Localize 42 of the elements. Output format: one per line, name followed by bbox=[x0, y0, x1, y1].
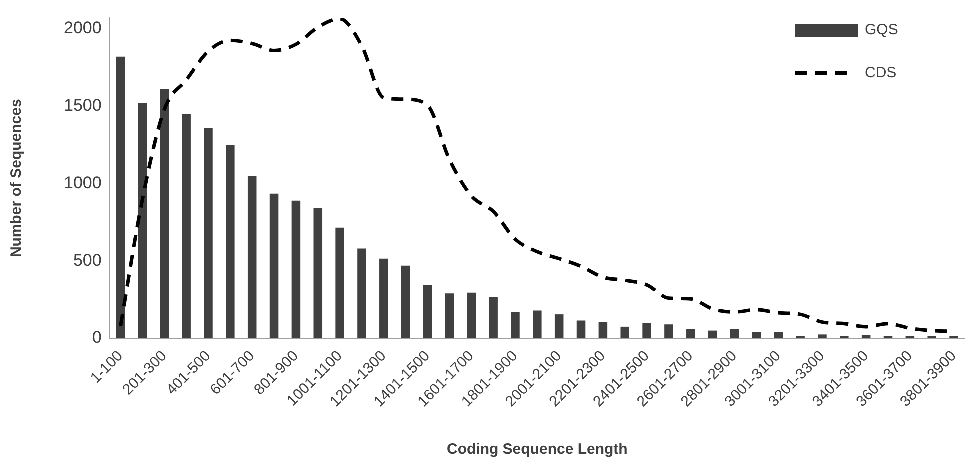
y-axis-title: Number of Sequences bbox=[8, 99, 26, 258]
bar bbox=[511, 312, 520, 338]
bar bbox=[358, 248, 366, 338]
bar bbox=[533, 310, 542, 338]
bar bbox=[380, 258, 388, 338]
bar bbox=[664, 324, 674, 338]
bar bbox=[708, 330, 718, 338]
y-tick-label: 2000 bbox=[64, 18, 102, 38]
bar bbox=[774, 332, 783, 338]
bar bbox=[598, 322, 608, 338]
bar bbox=[160, 89, 170, 338]
bar bbox=[686, 329, 696, 338]
bar bbox=[248, 176, 257, 338]
bar bbox=[226, 145, 235, 338]
bar bbox=[818, 334, 827, 338]
bar bbox=[314, 208, 323, 338]
bar bbox=[862, 335, 871, 338]
y-tick-label: 500 bbox=[73, 250, 102, 270]
legend-label: GQS bbox=[865, 21, 898, 38]
bar bbox=[576, 320, 586, 338]
y-tick-label: 0 bbox=[92, 328, 102, 348]
bar bbox=[554, 314, 564, 338]
bar bbox=[620, 326, 630, 338]
bar bbox=[182, 114, 191, 338]
bar bbox=[270, 194, 279, 338]
bar bbox=[292, 200, 301, 338]
bar bbox=[642, 323, 652, 338]
y-tick-label: 1500 bbox=[64, 96, 102, 116]
legend-label: CDS bbox=[865, 64, 897, 82]
bar bbox=[752, 332, 762, 338]
bar bbox=[336, 228, 344, 338]
bar bbox=[116, 56, 126, 338]
bar bbox=[401, 266, 410, 338]
bar bbox=[204, 128, 213, 338]
bar bbox=[445, 294, 454, 338]
bar bbox=[138, 103, 148, 338]
bar bbox=[489, 298, 498, 338]
bar bbox=[730, 329, 740, 338]
x-axis-title: Coding Sequence Length bbox=[446, 441, 628, 458]
y-tick-label: 1000 bbox=[64, 173, 102, 192]
bar bbox=[467, 292, 476, 338]
bar bbox=[423, 285, 432, 338]
